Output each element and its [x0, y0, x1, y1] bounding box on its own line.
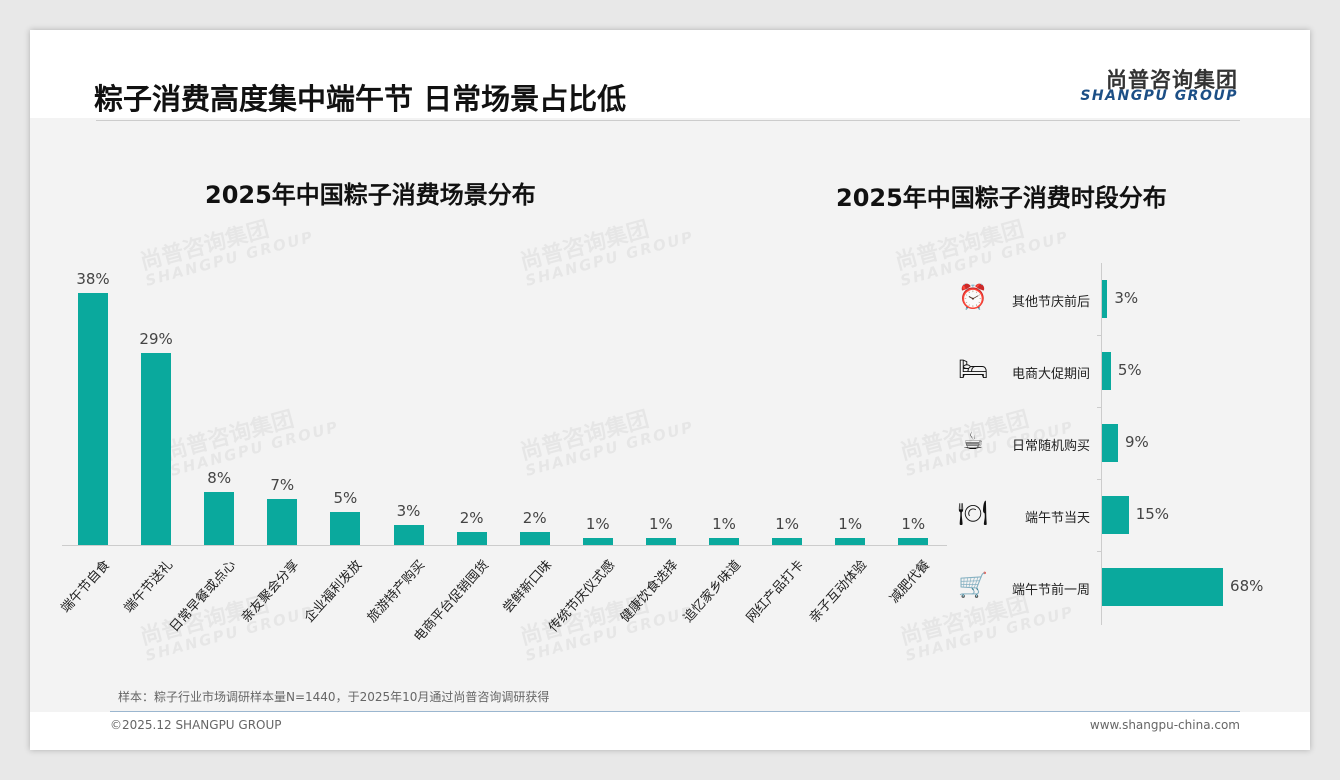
data-label: 3% [1114, 289, 1139, 307]
y-tick-label: 其他节庆前后 [1011, 295, 1090, 310]
bar [898, 538, 929, 545]
shopping-cart-icon: 🛒 [958, 571, 988, 599]
data-label: 1% [775, 515, 799, 534]
right-chart-title: 2025年中国粽子消费时段分布 [836, 184, 1167, 212]
data-label: 9% [1125, 433, 1149, 451]
data-label: 1% [838, 515, 863, 534]
data-label: 7% [270, 475, 295, 494]
bar [1102, 352, 1111, 390]
footer-divider [110, 711, 1240, 712]
y-tick-label: 端午节前一周 [1011, 583, 1090, 598]
left-chart-title: 2025年中国粽子消费场景分布 [205, 181, 536, 209]
bar [1102, 424, 1119, 462]
bar [267, 498, 298, 545]
data-label: 1% [712, 515, 736, 534]
copyright: ©2025.12 SHANGPU GROUP [110, 718, 282, 732]
bar [1102, 568, 1224, 606]
sample-note: 样本：粽子行业市场调研样本量N=1440，于2025年10月通过尚普咨询调研获得 [118, 690, 550, 704]
slide: 粽子消费高度集中端午节 日常场景占比低 尚普咨询集团 SHANGPU GROUP… [30, 30, 1310, 750]
bar [456, 531, 487, 545]
logo-cn: 尚普咨询集团 [1106, 68, 1238, 92]
y-tick [1097, 335, 1101, 336]
bar [772, 538, 803, 545]
y-axis-line [1101, 263, 1102, 625]
content-panel [30, 118, 1310, 712]
x-axis-line [62, 545, 947, 546]
data-label: 2% [522, 508, 547, 527]
data-label: 1% [585, 515, 610, 534]
bar [709, 538, 739, 545]
bar [1102, 280, 1108, 318]
data-label: 29% [139, 329, 173, 348]
y-tick [1097, 407, 1101, 408]
data-label: 5% [333, 488, 358, 507]
y-tick [1097, 551, 1101, 552]
page-title: 粽子消费高度集中端午节 日常场景占比低 [94, 82, 627, 116]
data-label: 1% [648, 515, 673, 534]
website-link[interactable]: www.shangpu-china.com [1089, 718, 1240, 732]
data-label: 38% [76, 270, 110, 289]
bar [835, 538, 866, 545]
plate-cutlery-icon: 🍽 [957, 499, 989, 527]
bar [204, 491, 235, 545]
y-tick-label: 电商大促期间 [1011, 367, 1090, 382]
bar [1102, 496, 1129, 534]
bar [330, 511, 361, 545]
data-label: 2% [459, 508, 484, 527]
y-tick [1097, 479, 1101, 480]
data-label: 68% [1230, 577, 1264, 595]
alarm-clock-icon: ⏰ [958, 283, 988, 311]
coffee-cup-icon: ☕ [962, 427, 984, 455]
bar [582, 538, 613, 545]
data-label: 3% [396, 502, 421, 521]
bar [645, 538, 676, 545]
bed-icon: 🛏 [957, 355, 989, 383]
bar [78, 293, 108, 545]
bar [141, 352, 172, 545]
data-label: 8% [207, 468, 232, 487]
y-tick-label: 日常随机购买 [1011, 439, 1090, 454]
bar [519, 531, 550, 545]
title-divider [96, 120, 1240, 121]
y-tick-label: 端午节当天 [1024, 511, 1090, 526]
data-label: 1% [901, 515, 926, 534]
bar [393, 525, 424, 545]
data-label: 15% [1135, 505, 1170, 523]
logo-en: SHANGPU GROUP [1080, 88, 1238, 104]
data-label: 5% [1117, 361, 1142, 379]
